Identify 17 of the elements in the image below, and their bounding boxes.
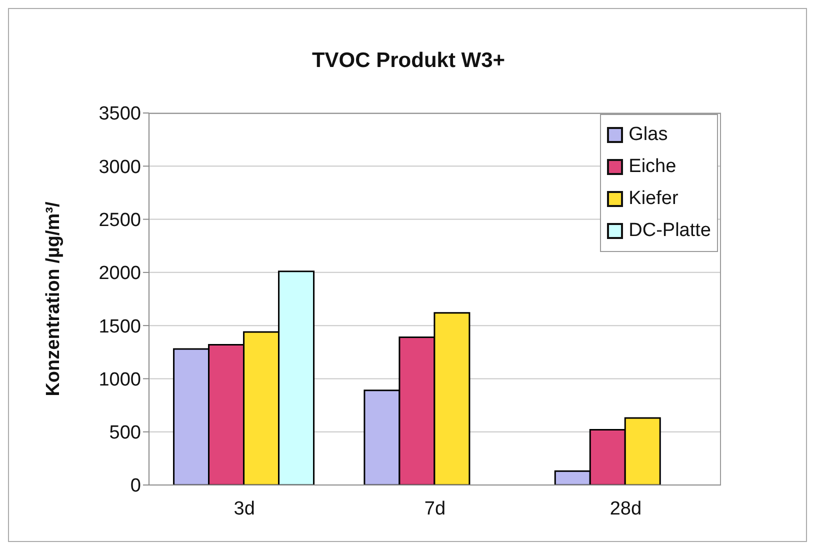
y-tick-label: 500: [109, 422, 141, 444]
legend-label: DC-Platte: [628, 220, 711, 242]
legend-label: Glas: [628, 124, 668, 146]
y-tick-label: 1000: [98, 369, 141, 390]
x-tick-label: 7d: [424, 498, 446, 520]
y-axis-title: Konzentration /µg/m³/: [42, 200, 64, 396]
y-tick-label: 1500: [98, 316, 141, 338]
y-tick-label: 0: [130, 476, 141, 497]
legend-label: Kiefer: [628, 188, 678, 210]
chart-title: TVOC Produkt W3+: [310, 49, 506, 73]
x-tick-label: 3d: [234, 498, 255, 520]
x-tick-label: 28d: [610, 498, 642, 520]
y-tick-label: 2500: [98, 210, 141, 232]
legend-label: Eiche: [628, 156, 676, 178]
y-tick-label: 3000: [98, 156, 141, 178]
y-tick-label: 3500: [98, 104, 141, 125]
y-tick-label: 2000: [98, 263, 141, 284]
